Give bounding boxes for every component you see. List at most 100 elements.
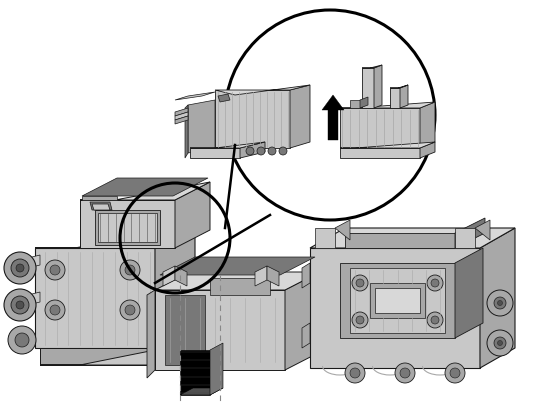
Polygon shape [180,388,223,395]
Polygon shape [340,102,435,108]
Circle shape [350,368,360,378]
Polygon shape [340,148,420,158]
Polygon shape [400,85,408,108]
Polygon shape [35,225,195,248]
Circle shape [487,330,513,356]
Polygon shape [374,65,382,108]
Polygon shape [82,178,208,196]
Polygon shape [35,248,155,348]
Circle shape [445,363,465,383]
Polygon shape [190,142,265,148]
Polygon shape [335,220,350,240]
Polygon shape [345,233,455,248]
Circle shape [356,279,364,287]
Polygon shape [147,290,155,378]
Polygon shape [160,257,315,275]
Polygon shape [350,100,360,108]
Circle shape [268,147,276,155]
Polygon shape [362,65,382,68]
Polygon shape [28,255,40,268]
Circle shape [257,147,265,155]
Polygon shape [340,108,420,148]
Circle shape [50,265,60,275]
Polygon shape [82,196,117,200]
Polygon shape [80,200,175,248]
Polygon shape [163,266,175,286]
Polygon shape [340,142,435,148]
Polygon shape [92,204,110,210]
Polygon shape [340,263,455,338]
Polygon shape [90,202,112,210]
Polygon shape [390,85,408,88]
Polygon shape [310,248,480,368]
Polygon shape [80,182,210,200]
Polygon shape [175,182,210,248]
Circle shape [50,305,60,315]
Polygon shape [455,218,485,248]
Polygon shape [475,220,490,240]
Polygon shape [350,268,445,333]
Polygon shape [95,210,160,245]
Polygon shape [255,266,267,286]
Polygon shape [302,323,310,348]
Polygon shape [175,266,187,286]
Circle shape [497,340,503,346]
Circle shape [8,326,36,354]
Circle shape [125,305,135,315]
Polygon shape [390,88,400,108]
Polygon shape [165,295,205,365]
Polygon shape [40,342,195,365]
Circle shape [45,260,65,280]
Polygon shape [362,68,374,108]
Polygon shape [155,290,285,370]
Polygon shape [285,272,320,370]
Polygon shape [240,142,265,158]
Circle shape [431,316,439,324]
Polygon shape [155,325,195,365]
Polygon shape [218,94,230,102]
Circle shape [125,265,135,275]
Polygon shape [215,85,310,95]
Polygon shape [322,95,344,110]
Circle shape [16,264,24,272]
Polygon shape [455,248,483,338]
Circle shape [494,337,506,349]
Polygon shape [155,225,195,348]
Polygon shape [175,116,188,124]
Circle shape [45,300,65,320]
Polygon shape [175,112,188,120]
Circle shape [11,296,29,314]
Circle shape [11,259,29,277]
Circle shape [4,252,36,284]
Circle shape [427,312,443,328]
Circle shape [120,260,140,280]
Circle shape [16,301,24,309]
Circle shape [225,10,435,220]
Polygon shape [190,148,240,158]
Circle shape [352,312,368,328]
Polygon shape [370,283,425,318]
Polygon shape [210,278,270,295]
Polygon shape [28,292,40,305]
Polygon shape [360,97,368,108]
Circle shape [395,363,415,383]
Polygon shape [267,266,279,286]
Polygon shape [180,350,210,395]
Polygon shape [310,228,515,248]
Circle shape [356,316,364,324]
Polygon shape [302,263,310,288]
Polygon shape [175,92,215,100]
Polygon shape [40,348,155,365]
Circle shape [487,290,513,316]
Polygon shape [188,100,215,153]
Polygon shape [455,228,475,248]
Polygon shape [290,85,310,148]
Polygon shape [328,110,338,140]
Circle shape [15,333,29,347]
Polygon shape [375,288,420,313]
Polygon shape [155,272,320,290]
Circle shape [431,279,439,287]
Polygon shape [210,343,223,395]
Circle shape [4,289,36,321]
Circle shape [279,147,287,155]
